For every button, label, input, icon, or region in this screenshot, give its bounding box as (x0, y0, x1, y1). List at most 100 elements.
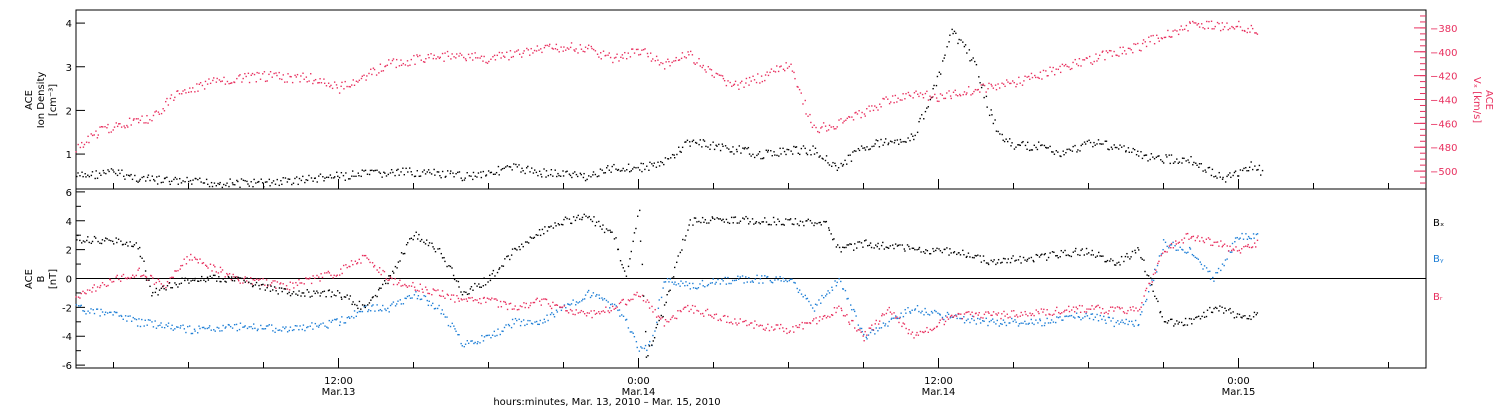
vx-point (102, 126, 104, 128)
ion-density-point (210, 181, 213, 184)
bz-point (446, 293, 449, 296)
vx-point (388, 59, 390, 61)
bx-point (484, 284, 487, 286)
bz-point (454, 301, 456, 303)
bx-point (106, 238, 108, 240)
by-point (909, 310, 911, 313)
bz-point (103, 284, 106, 286)
bx-point (451, 267, 453, 269)
by-point (394, 305, 397, 307)
bz-point (282, 283, 284, 285)
bz-point (256, 278, 258, 280)
vx-point (1167, 29, 1169, 32)
ion-density-point (110, 168, 113, 170)
by-point (260, 324, 262, 327)
bz-point (1247, 243, 1249, 246)
vx-point (715, 72, 717, 75)
vx-point (782, 68, 785, 71)
by-point (135, 318, 138, 321)
by-point (275, 327, 277, 330)
by-point (497, 328, 499, 330)
bx-point (1197, 315, 1200, 318)
vx-point (944, 97, 947, 100)
bx-point (352, 301, 354, 303)
vx-point (1097, 57, 1100, 60)
ion-density-point (999, 133, 1001, 135)
by-point (474, 341, 476, 344)
by-point (1245, 233, 1247, 235)
vx-point (833, 128, 835, 130)
vx-point (107, 123, 109, 126)
vx-point (552, 48, 554, 50)
bx-point (397, 261, 400, 263)
ion-density-point (409, 167, 411, 169)
by-point (770, 281, 773, 283)
ion-density-point (292, 182, 295, 184)
bx-point (1256, 312, 1259, 314)
vx-point (887, 98, 889, 100)
vx-point (160, 112, 163, 115)
vx-point (569, 46, 572, 49)
bz-point (163, 284, 165, 287)
bx-point (1099, 255, 1101, 257)
ion-density-point (1232, 174, 1234, 177)
vx-point (818, 131, 821, 134)
ion-density-point (1041, 144, 1043, 146)
ion-density-point (715, 144, 717, 146)
ion-density-point (532, 172, 535, 174)
bx-point (543, 232, 545, 235)
vx-point (796, 85, 798, 88)
ion-density-point (944, 54, 946, 56)
bx-point (1028, 257, 1030, 259)
bx-point (82, 240, 85, 242)
bz-point (891, 313, 893, 315)
ion-density-point (509, 166, 512, 168)
vx-point (893, 101, 895, 104)
by-point (1239, 237, 1241, 239)
by-point (1127, 323, 1129, 326)
vx-point (979, 91, 981, 93)
vx-point (1049, 66, 1051, 68)
ion-density-point (718, 143, 720, 146)
by-point (442, 313, 445, 315)
ion-density-point (274, 183, 277, 185)
vx-point (1231, 25, 1233, 28)
bz-point (472, 300, 475, 302)
by-point (490, 336, 492, 339)
bx-point (1083, 254, 1086, 256)
by-point (988, 320, 991, 323)
vx-point (743, 86, 745, 88)
ion-density-point (1060, 155, 1062, 158)
by-point (483, 336, 486, 338)
by-point (1022, 322, 1024, 325)
ion-density-point (543, 168, 545, 170)
by-point (274, 331, 276, 334)
ion-density-point (1083, 141, 1086, 143)
by-point (1104, 319, 1106, 321)
vx-point (533, 49, 536, 52)
bz-point (793, 331, 795, 333)
ion-density-point (314, 177, 317, 179)
bx-point (1017, 259, 1020, 261)
by-point (851, 309, 853, 311)
vx-point (1187, 30, 1189, 32)
vx-point (439, 56, 441, 59)
by-point (343, 322, 345, 324)
by-point (229, 325, 232, 328)
bz-point (648, 307, 651, 309)
vx-point (1233, 28, 1236, 30)
bx-point (990, 259, 992, 262)
bx-point (880, 244, 883, 247)
ion-density-point (569, 174, 572, 177)
vx-point (208, 78, 210, 80)
vx-point (622, 57, 624, 59)
bz-point (908, 328, 910, 331)
vx-point (284, 81, 286, 83)
by-point (210, 329, 212, 331)
bx-point (982, 255, 985, 257)
vx-point (95, 130, 97, 132)
bx-point (1171, 318, 1173, 321)
by-point (977, 317, 979, 320)
vx-point (526, 47, 528, 50)
by-point (800, 293, 803, 295)
